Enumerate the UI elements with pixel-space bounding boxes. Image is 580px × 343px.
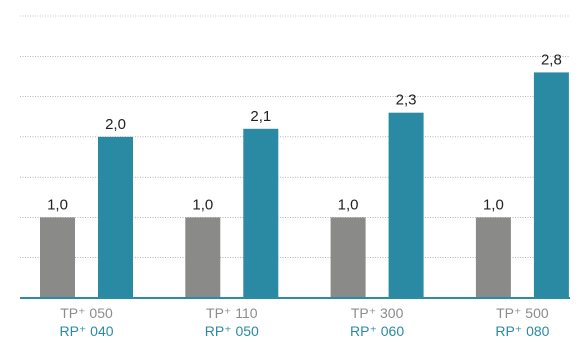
category-labels: TP⁺ 050 RP⁺ 040 TP⁺ 110 RP⁺ 050 TP⁺ 300 RP⁺ 0… xyxy=(59,305,549,339)
data-label: 2,8 xyxy=(541,51,562,68)
data-label: 1,0 xyxy=(47,196,68,213)
value-labels: 1,0 2,0 1,0 2,1 1,0 2,3 1,0 2,8 xyxy=(47,51,562,213)
bar-series-1 xyxy=(330,217,366,298)
data-label: 1,0 xyxy=(483,196,504,213)
data-label: 2,0 xyxy=(105,116,126,133)
bar-series-2 xyxy=(98,136,133,298)
category-label-bottom: RP⁺ 060 xyxy=(350,323,404,339)
bar-series-1 xyxy=(475,217,511,298)
category-label-bottom: RP⁺ 080 xyxy=(495,323,549,339)
data-label: 1,0 xyxy=(338,196,359,213)
category-label-top: TP⁺ 110 xyxy=(206,305,258,321)
data-label: 2,3 xyxy=(396,92,417,109)
category-label-top: TP⁺ 300 xyxy=(351,305,404,321)
category-label-top: TP⁺ 050 xyxy=(60,305,113,321)
category-label-bottom: RP⁺ 050 xyxy=(205,323,259,339)
category-label-top: TP⁺ 500 xyxy=(496,305,549,321)
data-label: 2,1 xyxy=(250,108,271,125)
bar-series-2 xyxy=(388,112,424,298)
bar-series-2 xyxy=(533,72,569,299)
bar-series-1 xyxy=(185,217,221,298)
category-label-bottom: RP⁺ 040 xyxy=(59,323,113,339)
data-label: 1,0 xyxy=(192,196,213,213)
bar-series-1 xyxy=(40,217,75,298)
bars xyxy=(40,72,569,299)
bar-series-2 xyxy=(243,128,279,298)
